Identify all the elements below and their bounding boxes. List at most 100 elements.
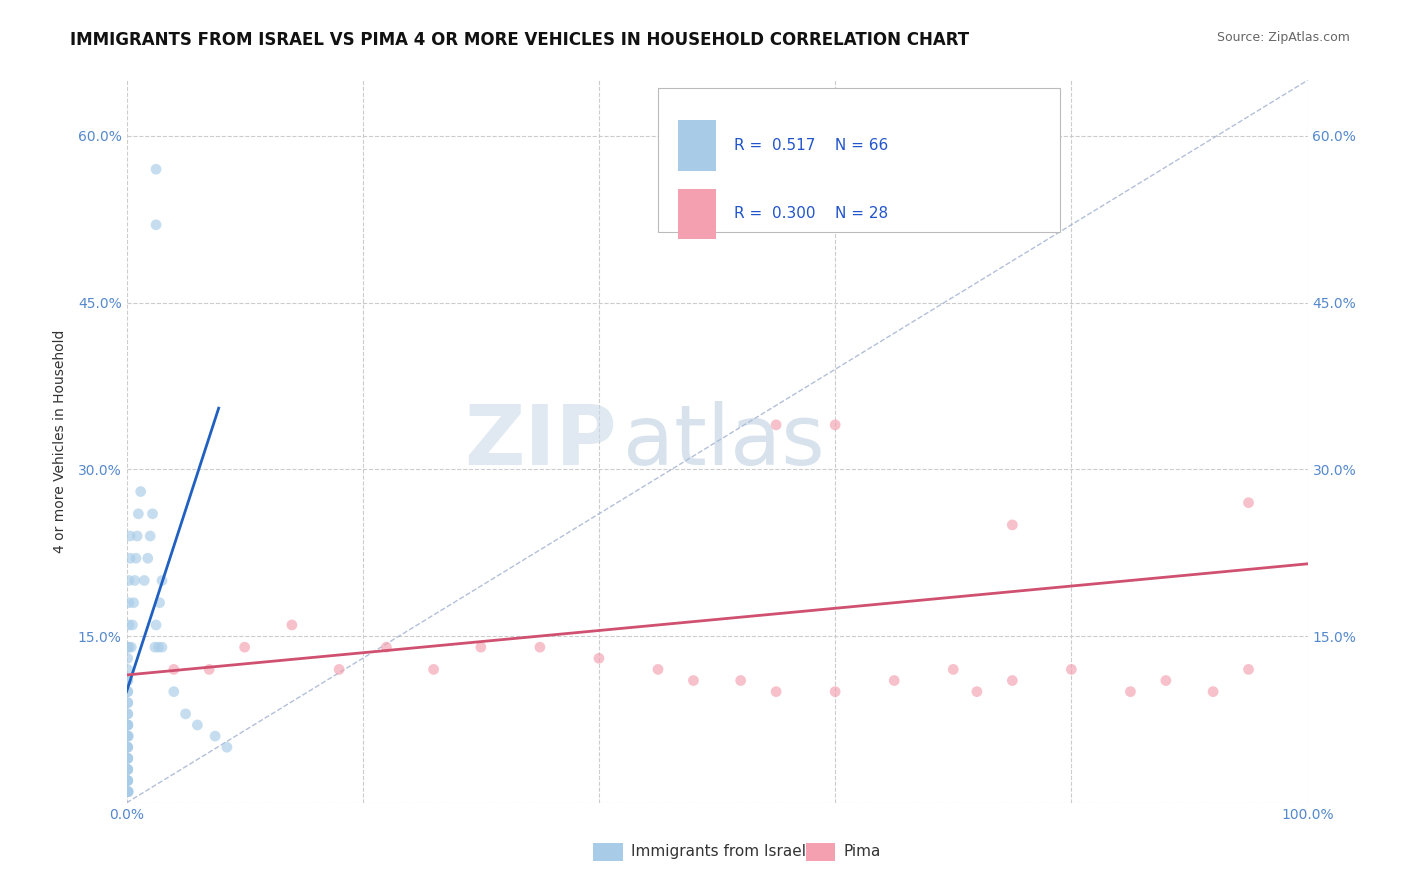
Point [117,729,139,743]
Point [117,763,139,777]
Point [150,574,173,588]
Point [117,684,139,698]
Point [117,706,139,721]
Point [730,673,752,688]
Bar [678,120,716,170]
Point [117,763,139,777]
Point [117,718,139,732]
FancyBboxPatch shape [658,87,1060,232]
Point [204,729,226,743]
Point [117,740,139,755]
Text: Source: ZipAtlas.com: Source: ZipAtlas.com [1216,31,1350,45]
Point [163,662,186,676]
Point [422,662,444,676]
Point [942,662,965,676]
Point [120,640,142,655]
Point [117,785,139,799]
Point [824,417,846,432]
Point [117,773,139,788]
Point [215,740,238,755]
Text: atlas: atlas [623,401,824,482]
Point [765,417,787,432]
Point [375,640,398,655]
Point [824,684,846,698]
Point [682,673,704,688]
Point [117,718,139,732]
Point [529,640,551,655]
Bar [806,843,835,861]
Point [127,507,149,521]
Bar [593,843,623,861]
Point [1001,673,1024,688]
Point [122,596,145,610]
Point [1154,673,1177,688]
Point [174,706,197,721]
Point [145,218,167,232]
Point [117,751,139,765]
Point [149,596,172,610]
Point [117,785,139,799]
Point [117,673,139,688]
Point [120,529,142,543]
Text: R =  0.300    N = 28: R = 0.300 N = 28 [734,206,887,221]
Point [328,662,350,676]
Point [145,618,167,632]
Point [1119,684,1142,698]
Point [117,673,139,688]
Point [118,640,141,655]
Point [117,740,139,755]
Point [115,785,138,799]
Bar [678,188,716,239]
Point [1237,496,1260,510]
Point [117,763,139,777]
Point [117,729,139,743]
Point [186,718,208,732]
Point [233,640,256,655]
Point [765,684,787,698]
Point [117,785,139,799]
Point [198,662,221,676]
Point [136,551,159,566]
Point [134,574,156,588]
Point [117,785,139,799]
Point [121,618,143,632]
Point [118,574,141,588]
Point [281,618,304,632]
Text: R =  0.517    N = 66: R = 0.517 N = 66 [734,137,887,153]
Point [117,662,139,676]
Point [1060,662,1083,676]
Point [647,662,669,676]
Point [117,684,139,698]
Point [117,718,139,732]
Point [1001,517,1024,532]
Point [966,684,988,698]
Y-axis label: 4 or more Vehicles in Household: 4 or more Vehicles in Household [52,330,66,553]
Point [117,740,139,755]
Point [129,484,152,499]
Point [127,529,149,543]
Point [141,507,163,521]
Point [117,640,139,655]
Text: IMMIGRANTS FROM ISRAEL VS PIMA 4 OR MORE VEHICLES IN HOUSEHOLD CORRELATION CHART: IMMIGRANTS FROM ISRAEL VS PIMA 4 OR MORE… [70,31,969,49]
Point [1202,684,1225,698]
Point [139,529,162,543]
Point [117,773,139,788]
Point [117,696,139,710]
Point [163,684,186,698]
Text: ZIP: ZIP [464,401,617,482]
Point [117,651,139,665]
Point [143,640,166,655]
Point [1237,662,1260,676]
Point [588,651,610,665]
Point [470,640,492,655]
Point [117,706,139,721]
Point [115,773,138,788]
Point [148,640,170,655]
Point [117,751,139,765]
Point [883,673,905,688]
Point [117,773,139,788]
Point [118,596,141,610]
Point [117,696,139,710]
Point [150,640,173,655]
Point [125,551,148,566]
